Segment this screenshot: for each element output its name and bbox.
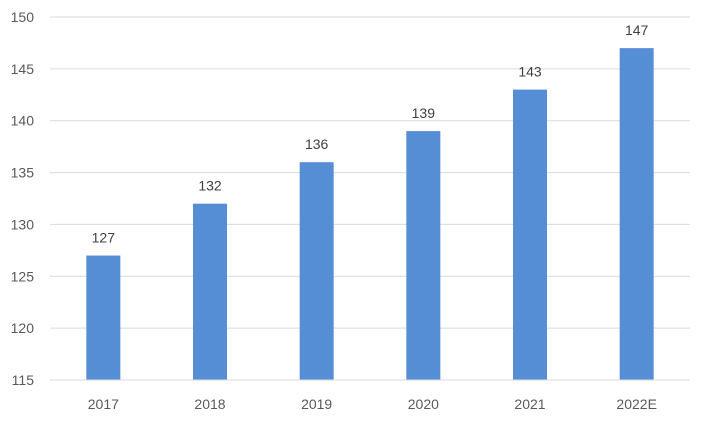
bar-2017 bbox=[86, 255, 121, 380]
x-tick-label-2022E: 2022E bbox=[616, 396, 656, 412]
data-label-2021: 143 bbox=[518, 64, 542, 80]
x-tick-label-2021: 2021 bbox=[514, 396, 545, 412]
bars bbox=[86, 48, 654, 380]
bar-2019 bbox=[299, 162, 334, 380]
y-tick-label: 125 bbox=[11, 268, 35, 284]
x-tick-label-2018: 2018 bbox=[194, 396, 225, 412]
x-tick-label-2020: 2020 bbox=[408, 396, 439, 412]
bar-2022E bbox=[619, 48, 654, 380]
bar-2021 bbox=[513, 89, 547, 380]
y-tick-label: 130 bbox=[11, 216, 35, 232]
y-tick-label: 140 bbox=[11, 113, 35, 129]
y-tick-label: 135 bbox=[11, 165, 35, 181]
y-axis-tick-labels: 115 120 125 130 135 140 145 150 bbox=[11, 9, 35, 388]
x-tick-label-2017: 2017 bbox=[88, 396, 119, 412]
y-tick-label: 115 bbox=[12, 372, 35, 388]
y-tick-label: 145 bbox=[11, 61, 35, 77]
gridlines bbox=[50, 16, 690, 329]
y-tick-label: 120 bbox=[11, 320, 35, 336]
data-label-2020: 139 bbox=[412, 105, 436, 121]
bar-2020 bbox=[406, 131, 441, 380]
data-labels: 127 132 136 139 143 147 bbox=[92, 22, 649, 245]
data-label-2019: 136 bbox=[305, 136, 329, 152]
bar-2018 bbox=[193, 203, 227, 380]
data-label-2017: 127 bbox=[92, 230, 116, 246]
data-label-2018: 132 bbox=[198, 178, 222, 194]
x-tick-label-2019: 2019 bbox=[301, 396, 332, 412]
x-axis-tick-labels: 2017 2018 2019 2020 2021 2022E bbox=[88, 396, 657, 412]
y-tick-label: 150 bbox=[11, 9, 35, 25]
data-label-2022E: 147 bbox=[625, 22, 649, 38]
